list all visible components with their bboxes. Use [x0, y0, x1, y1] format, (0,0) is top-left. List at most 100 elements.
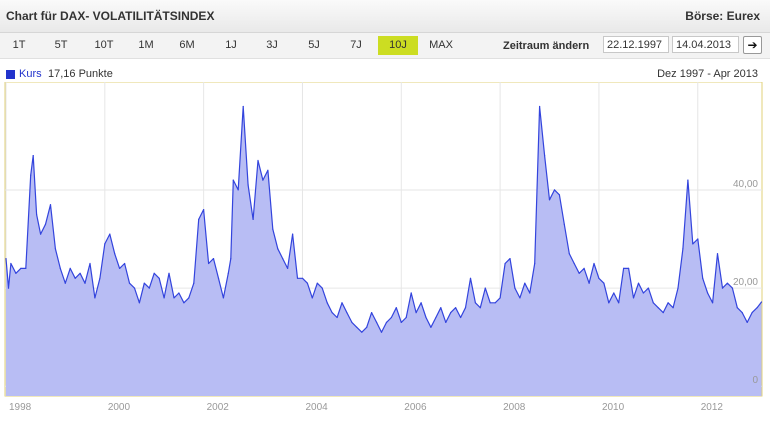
kurs-data-point [138, 302, 140, 304]
kurs-data-point [380, 331, 383, 333]
kurs-data-point [618, 302, 620, 304]
kurs-data-point [188, 297, 190, 299]
kurs-data-point [64, 282, 66, 284]
y-tick-label: 20,00 [733, 277, 758, 288]
range-button-5j[interactable]: 5J [308, 39, 320, 51]
date-to-input[interactable] [672, 36, 739, 53]
kurs-data-point [292, 233, 294, 235]
kurs-data-point [598, 277, 600, 279]
kurs-data-point [247, 184, 249, 186]
kurs-data-point [553, 189, 556, 191]
kurs-data-point [509, 258, 511, 260]
kurs-data-point [237, 189, 239, 191]
kurs-data-point [563, 223, 565, 225]
kurs-data-point [721, 287, 724, 289]
kurs-data-point [54, 248, 57, 250]
kurs-data-point [296, 277, 299, 279]
kurs-data-point [539, 105, 541, 108]
kurs-data-point [15, 272, 17, 274]
range-button-1j[interactable]: 1J [225, 39, 237, 51]
range-button-7j[interactable]: 7J [350, 39, 362, 51]
kurs-data-point [168, 272, 170, 274]
kurs-data-point [222, 297, 224, 299]
kurs-data-point [217, 277, 220, 279]
kurs-data-point [479, 307, 481, 309]
kurs-data-point [548, 199, 551, 201]
kurs-data-point [301, 277, 304, 279]
kurs-data-point [489, 302, 491, 304]
kurs-data-point [652, 302, 654, 304]
kurs-data-point [544, 155, 546, 157]
kurs-data-point [647, 287, 650, 289]
kurs-data-point [341, 302, 343, 304]
kurs-data-point [79, 272, 81, 274]
kurs-area-fill [6, 106, 762, 396]
kurs-data-point [272, 228, 274, 230]
kurs-data-point [5, 258, 7, 260]
kurs-data-point [712, 302, 714, 304]
kurs-data-point [25, 267, 27, 269]
kurs-data-point [212, 258, 215, 260]
kurs-data-point [534, 262, 536, 265]
kurs-data-point [608, 302, 610, 304]
kurs-data-point [230, 258, 232, 260]
chart-title: Chart für DAX- VOLATILITÄTSINDEX [6, 9, 215, 23]
kurs-data-point [568, 253, 570, 255]
kurs-data-point [267, 169, 269, 171]
kurs-data-point [371, 312, 373, 314]
kurs-data-point [282, 258, 284, 260]
range-toolbar: 1T 5T 10T 1M 6M 1J 3J 5J 7J 10J MAX Zeit… [0, 33, 770, 59]
kurs-data-point [183, 302, 185, 304]
kurs-data-point [148, 287, 150, 289]
kurs-data-point [390, 316, 392, 319]
kurs-data-point [440, 307, 442, 309]
kurs-data-point [36, 213, 38, 216]
kurs-data-point [366, 326, 368, 328]
range-button-1m[interactable]: 1M [138, 39, 154, 51]
kurs-data-point [385, 321, 388, 323]
chart-header: Chart für DAX- VOLATILITÄTSINDEX Börse: … [0, 0, 770, 33]
range-button-max[interactable]: MAX [429, 39, 453, 51]
kurs-data-point [109, 233, 111, 235]
x-tick-label: 2006 [404, 402, 427, 413]
kurs-data-point [119, 267, 121, 269]
x-tick-label: 2008 [503, 402, 526, 413]
kurs-data-point [74, 277, 76, 279]
kurs-data-point [731, 287, 734, 289]
kurs-data-point [40, 233, 42, 235]
kurs-data-point [529, 292, 531, 294]
kurs-data-point [306, 282, 308, 284]
kurs-data-point [277, 248, 279, 250]
kurs-data-point [153, 272, 155, 274]
kurs-data-point [474, 302, 476, 304]
kurs-data-point [257, 159, 259, 162]
kurs-data-point [94, 297, 96, 299]
kurs-data-point [677, 287, 679, 289]
range-button-10j[interactable]: 10J [378, 36, 418, 55]
kurs-data-point [89, 262, 91, 265]
range-button-3j[interactable]: 3J [266, 39, 278, 51]
range-button-10t[interactable]: 10T [94, 39, 114, 51]
kurs-data-point [114, 253, 116, 255]
kurs-data-point [514, 287, 516, 289]
range-button-6m[interactable]: 6M [179, 39, 195, 51]
kurs-data-point [741, 312, 743, 314]
zeitraum-label: Zeitraum ändern [503, 40, 590, 52]
x-tick-label: 2002 [207, 402, 230, 413]
volatility-chart: 0 20,00 40,00 1998 2000 2002 2004 2006 2008 2010 2… [4, 82, 763, 413]
kurs-data-point [242, 105, 244, 108]
kurs-data-point [252, 218, 254, 220]
kurs-data-point [707, 292, 709, 294]
kurs-data-point [692, 243, 694, 245]
date-from-input[interactable] [603, 36, 669, 53]
kurs-data-point [760, 301, 763, 303]
range-button-1t[interactable]: 1T [12, 39, 26, 51]
kurs-data-point [662, 312, 664, 314]
kurs-data-point [588, 282, 590, 284]
apply-range-button[interactable]: ➔ [743, 36, 762, 54]
x-tick-label: 2004 [305, 402, 328, 413]
kurs-data-point [460, 316, 462, 319]
x-tick-label: 2010 [602, 402, 625, 413]
kurs-data-point [726, 282, 729, 284]
range-button-5t[interactable]: 5T [54, 39, 68, 51]
